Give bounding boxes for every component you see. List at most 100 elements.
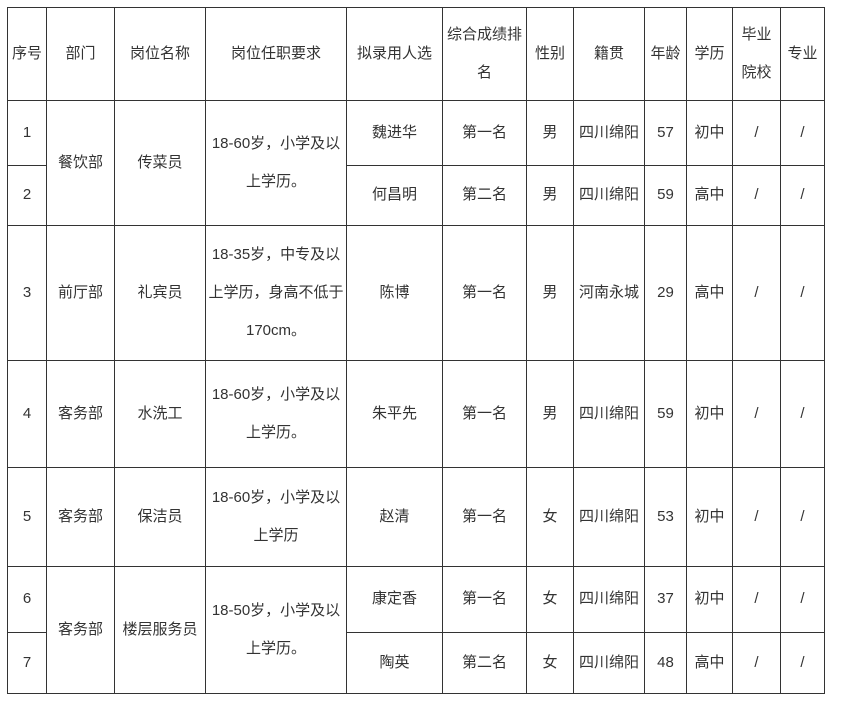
header-cell-education: 学历 [686, 7, 733, 101]
cell-age: 48 [644, 632, 687, 694]
table-row: 6 客务部 楼层服务员 18-50岁，小学及以上学历。 康定香 第一名 女 四川… [7, 566, 825, 694]
table-row: 7 陶英 第二名 女 四川绵阳 48 高中 / / [7, 632, 825, 694]
cell-hometown: 四川绵阳 [573, 165, 645, 226]
cell-gender: 女 [526, 566, 574, 633]
cell-major: / [780, 360, 825, 468]
cell-major: / [780, 467, 825, 567]
cell-seq: 7 [7, 632, 47, 694]
cell-seq: 5 [7, 467, 47, 567]
header-cell-candidate: 拟录用人选 [346, 7, 443, 101]
cell-gender: 男 [526, 165, 574, 226]
cell-rank: 第一名 [442, 467, 527, 567]
table-row: 1 餐饮部 传菜员 18-60岁，小学及以上学历。 魏进华 第一名 男 四川绵阳… [7, 100, 825, 226]
cell-candidate: 陶英 [346, 632, 443, 694]
cell-education: 高中 [686, 632, 733, 694]
cell-seq: 3 [7, 225, 47, 361]
cell-school: / [732, 165, 781, 226]
header-cell-dept: 部门 [46, 7, 115, 101]
table-row: 5 客务部 保洁员 18-60岁，小学及以上学历 赵清 第一名 女 四川绵阳 5… [7, 467, 825, 567]
cell-dept: 前厅部 [46, 225, 115, 361]
header-cell-requirements: 岗位任职要求 [205, 7, 347, 101]
cell-hometown: 四川绵阳 [573, 467, 645, 567]
cell-education: 初中 [686, 100, 733, 166]
header-cell-school: 毕业院校 [732, 7, 781, 101]
cell-rank: 第一名 [442, 100, 527, 166]
cell-major: / [780, 165, 825, 226]
cell-hometown: 四川绵阳 [573, 100, 645, 166]
recruitment-table: 序号 部门 岗位名称 岗位任职要求 拟录用人选 综合成绩排名 性别 籍贯 年龄 … [7, 7, 825, 694]
cell-education: 初中 [686, 566, 733, 633]
cell-dept: 客务部 [46, 360, 115, 468]
header-cell-hometown: 籍贯 [573, 7, 645, 101]
cell-education: 高中 [686, 225, 733, 361]
cell-major: / [780, 100, 825, 166]
header-cell-rank: 综合成绩排名 [442, 7, 527, 101]
cell-hometown: 四川绵阳 [573, 360, 645, 468]
cell-dept: 客务部 [46, 467, 115, 567]
cell-school: / [732, 632, 781, 694]
cell-age: 57 [644, 100, 687, 166]
cell-age: 37 [644, 566, 687, 633]
cell-requirements: 18-35岁，中专及以上学历，身高不低于170cm。 [205, 225, 347, 361]
cell-education: 初中 [686, 467, 733, 567]
cell-major: / [780, 632, 825, 694]
cell-school: / [732, 100, 781, 166]
cell-seq: 6 [7, 566, 47, 633]
cell-candidate: 陈博 [346, 225, 443, 361]
cell-candidate: 魏进华 [346, 100, 443, 166]
cell-dept: 餐饮部 [46, 100, 115, 226]
cell-dept: 客务部 [46, 566, 115, 694]
cell-gender: 女 [526, 632, 574, 694]
cell-position: 楼层服务员 [114, 566, 206, 694]
cell-candidate: 赵清 [346, 467, 443, 567]
cell-seq: 2 [7, 165, 47, 226]
cell-education: 初中 [686, 360, 733, 468]
header-cell-position: 岗位名称 [114, 7, 206, 101]
cell-rank: 第二名 [442, 632, 527, 694]
cell-gender: 男 [526, 225, 574, 361]
header-cell-gender: 性别 [526, 7, 574, 101]
cell-rank: 第一名 [442, 566, 527, 633]
cell-rank: 第一名 [442, 225, 527, 361]
cell-hometown: 四川绵阳 [573, 566, 645, 633]
table-row: 2 何昌明 第二名 男 四川绵阳 59 高中 / / [7, 165, 825, 226]
cell-school: / [732, 467, 781, 567]
cell-school: / [732, 566, 781, 633]
cell-age: 29 [644, 225, 687, 361]
header-cell-major: 专业 [780, 7, 825, 101]
cell-education: 高中 [686, 165, 733, 226]
table-row: 3 前厅部 礼宾员 18-35岁，中专及以上学历，身高不低于170cm。 陈博 … [7, 225, 825, 361]
cell-seq: 1 [7, 100, 47, 166]
cell-hometown: 四川绵阳 [573, 632, 645, 694]
cell-requirements: 18-60岁，小学及以上学历。 [205, 100, 347, 226]
header-cell-seq: 序号 [7, 7, 47, 101]
cell-position: 保洁员 [114, 467, 206, 567]
cell-position: 礼宾员 [114, 225, 206, 361]
cell-age: 53 [644, 467, 687, 567]
cell-gender: 女 [526, 467, 574, 567]
cell-school: / [732, 360, 781, 468]
table-row: 4 客务部 水洗工 18-60岁，小学及以上学历。 朱平先 第一名 男 四川绵阳… [7, 360, 825, 468]
cell-school: / [732, 225, 781, 361]
cell-seq: 4 [7, 360, 47, 468]
table-header-row: 序号 部门 岗位名称 岗位任职要求 拟录用人选 综合成绩排名 性别 籍贯 年龄 … [7, 7, 825, 101]
cell-rank: 第一名 [442, 360, 527, 468]
cell-rank: 第二名 [442, 165, 527, 226]
header-cell-age: 年龄 [644, 7, 687, 101]
cell-major: / [780, 225, 825, 361]
cell-position: 传菜员 [114, 100, 206, 226]
cell-requirements: 18-60岁，小学及以上学历 [205, 467, 347, 567]
cell-gender: 男 [526, 100, 574, 166]
cell-candidate: 康定香 [346, 566, 443, 633]
cell-candidate: 朱平先 [346, 360, 443, 468]
cell-requirements: 18-60岁，小学及以上学历。 [205, 360, 347, 468]
cell-major: / [780, 566, 825, 633]
cell-candidate: 何昌明 [346, 165, 443, 226]
cell-gender: 男 [526, 360, 574, 468]
cell-requirements: 18-50岁，小学及以上学历。 [205, 566, 347, 694]
cell-hometown: 河南永城 [573, 225, 645, 361]
cell-position: 水洗工 [114, 360, 206, 468]
cell-age: 59 [644, 360, 687, 468]
cell-age: 59 [644, 165, 687, 226]
